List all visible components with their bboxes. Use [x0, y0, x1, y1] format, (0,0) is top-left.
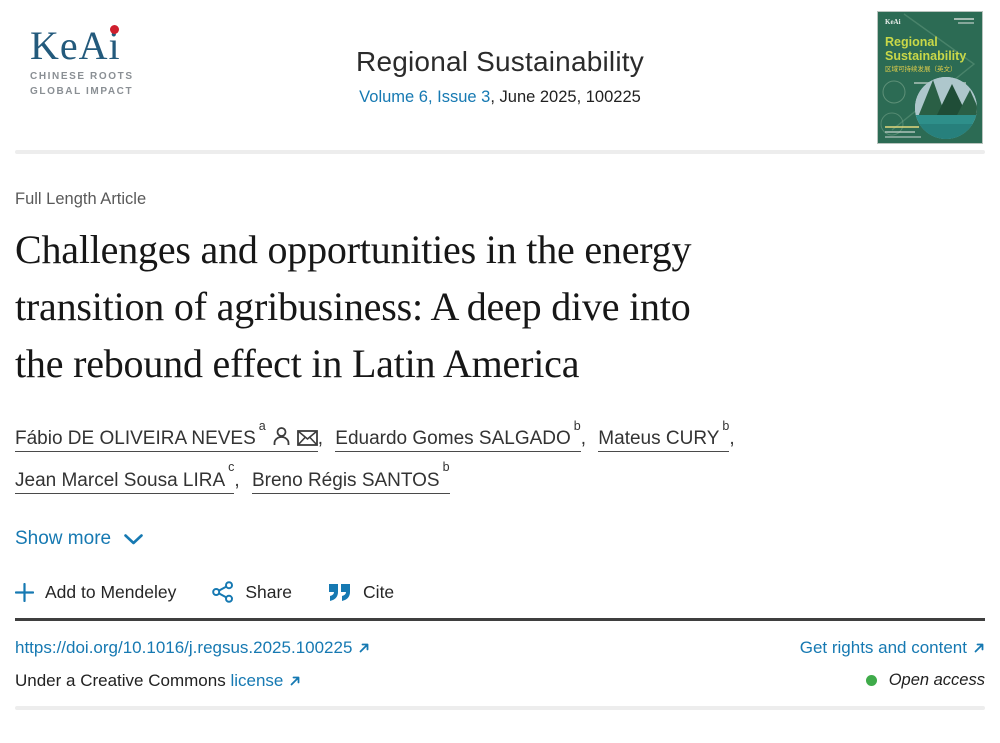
share-button[interactable]: Share	[212, 581, 293, 604]
email-icon	[296, 430, 318, 451]
article-page: KeAi CHINESE ROOTS GLOBAL IMPACT Regiona…	[15, 0, 985, 711]
doi-row: https://doi.org/10.1016/j.regsus.2025.10…	[15, 638, 985, 658]
show-more-label: Show more	[15, 528, 112, 550]
chevron-down-icon	[124, 533, 143, 545]
keai-red-dot-icon	[109, 25, 119, 34]
author-separator: ,	[580, 428, 587, 450]
cover-subtitle-cn: 区域可持续发展（英文）	[885, 64, 957, 73]
doi-link-text: https://doi.org/10.1016/j.regsus.2025.10…	[15, 638, 353, 658]
issue-link[interactable]: Volume 6, Issue 3	[359, 88, 491, 106]
external-link-arrow-icon	[973, 639, 985, 658]
open-access-dot-icon	[865, 675, 877, 687]
journal-header: KeAi CHINESE ROOTS GLOBAL IMPACT Regiona…	[15, 0, 985, 150]
open-access-label: Open access	[888, 671, 985, 690]
issue-date: , June 2025, 100225	[490, 88, 641, 106]
journal-title-block: Regional Sustainability Volume 6, Issue …	[15, 46, 985, 107]
cover-title-line2: Sustainability	[885, 49, 966, 63]
journal-cover-thumbnail[interactable]: KeAi Regional Sustainability 区域可持续发展（英文）	[878, 12, 982, 143]
author-affiliation-sup: b	[573, 419, 581, 434]
keai-brand-label: KeAi	[30, 23, 121, 68]
author-link[interactable]: Breno Régis SANTOSb	[251, 460, 450, 494]
cite-label: Cite	[363, 581, 395, 602]
external-link-arrow-icon	[358, 639, 370, 658]
author-name: Breno Régis SANTOS	[251, 469, 440, 491]
author-link[interactable]: Fábio DE OLIVEIRA NEVESa	[15, 419, 318, 453]
license-link-text: license	[230, 671, 284, 691]
section-divider	[15, 618, 985, 622]
author-separator: ,	[234, 469, 240, 491]
article-title-line2: transition of agribusiness: A deep dive …	[15, 283, 691, 329]
author-affiliation-sup: b	[442, 460, 450, 475]
article-main: Full Length Article Challenges and oppor…	[15, 190, 985, 711]
author-list: Fábio DE OLIVEIRA NEVESa, Eduardo Gomes …	[15, 418, 850, 501]
author-name: Eduardo Gomes SALGADO	[335, 428, 571, 450]
share-icon	[212, 581, 234, 604]
author-name: Fábio DE OLIVEIRA NEVES	[15, 428, 256, 450]
journal-title[interactable]: Regional Sustainability	[356, 46, 644, 77]
article-title-line1: Challenges and opportunities in the ener…	[15, 227, 692, 272]
keai-logo-text: KeAi	[30, 23, 121, 68]
person-icon	[273, 427, 290, 451]
reference-links-block: https://doi.org/10.1016/j.regsus.2025.10…	[15, 638, 985, 691]
cite-quote-icon	[328, 583, 352, 602]
keai-tagline-line1: CHINESE ROOTS	[30, 71, 134, 82]
author-name: Mateus CURY	[598, 428, 720, 450]
author-affiliation-sup: a	[258, 419, 266, 434]
author-name: Jean Marcel Sousa LIRA	[15, 469, 226, 491]
article-title-line3: the rebound effect in Latin America	[15, 340, 580, 386]
author-separator: ,	[317, 428, 323, 450]
actions-toolbar: Add to Mendeley Share Cite	[15, 581, 985, 604]
license-link[interactable]: license	[230, 671, 301, 690]
author-separator: ,	[729, 428, 735, 450]
article-type-label: Full Length Article	[15, 190, 147, 208]
add-to-mendeley-button[interactable]: Add to Mendeley	[15, 582, 176, 603]
license-statement: Under a Creative Commons license	[15, 671, 301, 691]
doi-link[interactable]: https://doi.org/10.1016/j.regsus.2025.10…	[15, 638, 370, 658]
license-row: Under a Creative Commons license Open ac…	[15, 671, 985, 691]
external-link-arrow-icon	[289, 672, 301, 691]
keai-logo[interactable]: KeAi CHINESE ROOTS GLOBAL IMPACT	[30, 23, 200, 99]
journal-cover-art: KeAi Regional Sustainability 区域可持续发展（英文）	[878, 12, 982, 143]
issue-line: Volume 6, Issue 3, June 2025, 100225	[15, 88, 985, 107]
author-link[interactable]: Jean Marcel Sousa LIRAc	[15, 460, 235, 494]
author-link[interactable]: Mateus CURYb	[598, 419, 730, 453]
plus-icon	[15, 582, 34, 602]
add-to-mendeley-label: Add to Mendeley	[45, 581, 177, 602]
header-divider	[15, 150, 985, 154]
article-title: Challenges and opportunities in the ener…	[15, 222, 985, 392]
bottom-divider	[15, 706, 985, 711]
cover-brand: KeAi	[885, 18, 901, 26]
show-more-button[interactable]: Show more	[15, 528, 143, 550]
cite-button[interactable]: Cite	[328, 582, 394, 603]
keai-tagline: CHINESE ROOTS GLOBAL IMPACT	[30, 70, 200, 99]
author-affiliation-sup: b	[722, 419, 730, 434]
cover-title-line1: Regional	[885, 35, 938, 49]
author-affiliation-sup: c	[228, 460, 235, 475]
keai-tagline-line2: GLOBAL IMPACT	[30, 85, 134, 97]
author-link[interactable]: Eduardo Gomes SALGADOb	[335, 419, 581, 453]
license-prefix: Under a Creative Commons	[15, 671, 226, 691]
share-label: Share	[245, 581, 293, 602]
get-rights-text: Get rights and content	[799, 638, 967, 658]
open-access-indicator: Open access	[865, 671, 985, 690]
get-rights-link[interactable]: Get rights and content	[800, 638, 985, 658]
